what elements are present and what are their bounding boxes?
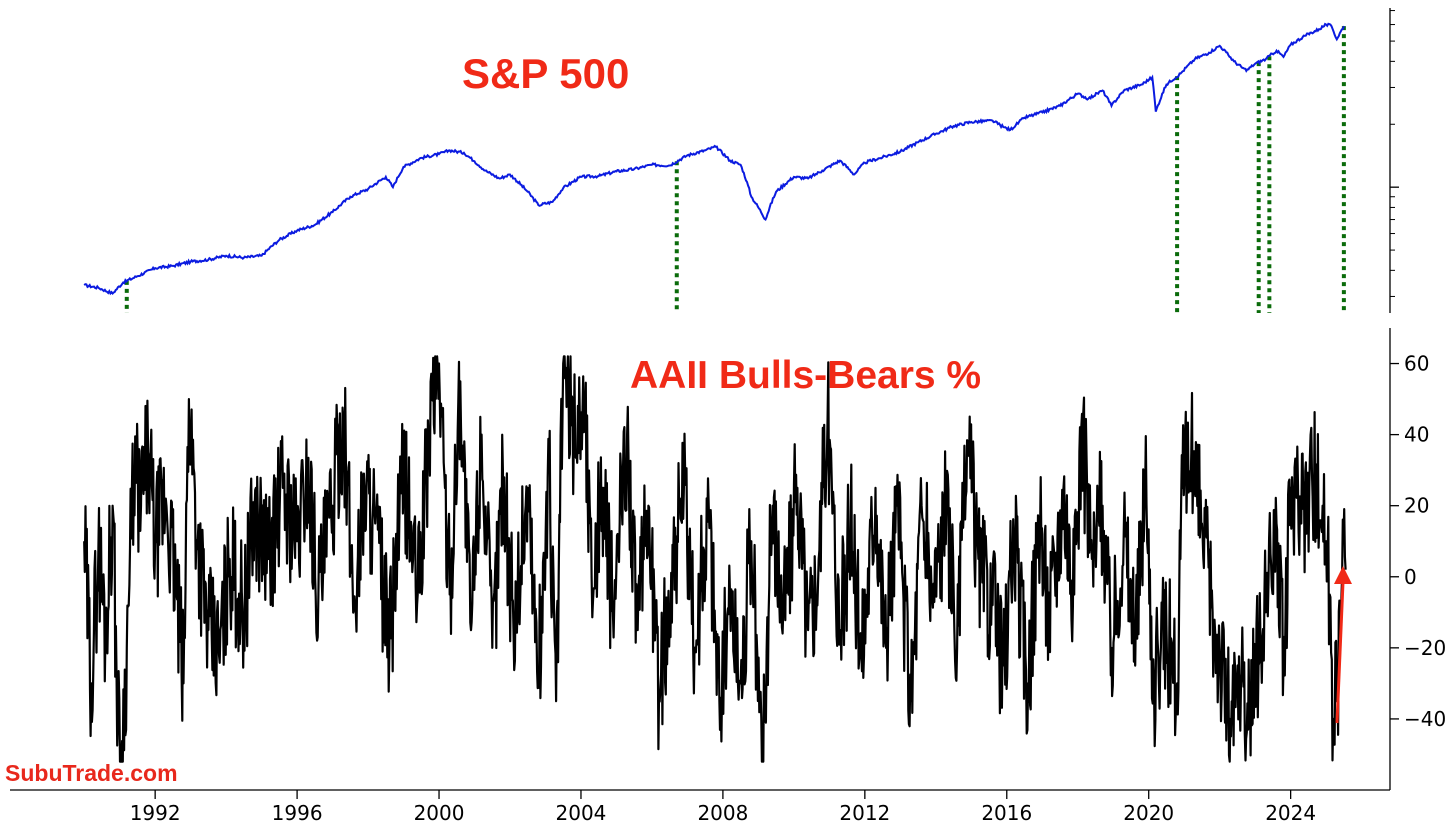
aaii-y-tick-label: 40 <box>1404 423 1429 447</box>
aaii-y-tick-label: 20 <box>1404 494 1429 518</box>
x-tick-label: 2004 <box>556 801 607 825</box>
aaii-y-tick-label: 60 <box>1404 352 1429 376</box>
sp500-y-ticks <box>1390 10 1399 297</box>
aaii-y-tick-label: 0 <box>1404 565 1417 589</box>
aaii-y-tick-label: −40 <box>1404 707 1446 731</box>
rising-arrow-head <box>1334 566 1352 584</box>
aaii-y-ticks: −40 −20 0 20 40 60 <box>1390 352 1446 731</box>
aaii-x-ticks: 1992 1996 2000 2004 2008 2012 2016 2020 2024 <box>130 790 1316 825</box>
sp500-panel: S&P 500 <box>83 8 1399 313</box>
sp500-signal-lines <box>124 26 1346 313</box>
aaii-y-tick-label: −20 <box>1404 636 1446 660</box>
aaii-title: AAII Bulls-Bears % <box>630 354 981 397</box>
x-tick-label: 2000 <box>414 801 465 825</box>
x-tick-label: 2012 <box>839 801 890 825</box>
x-tick-label: 2024 <box>1265 801 1316 825</box>
x-tick-label: 1996 <box>272 801 323 825</box>
sp500-title: S&P 500 <box>462 50 629 97</box>
sp500-series-line <box>83 22 1345 296</box>
watermark: SubuTrade.com <box>5 760 178 786</box>
x-tick-label: 2016 <box>981 801 1032 825</box>
x-tick-label: 2008 <box>697 801 748 825</box>
aaii-panel: −40 −20 0 20 40 60 1992 1996 2000 2004 2008 2012 20… <box>10 328 1446 825</box>
x-tick-label: 2020 <box>1123 801 1174 825</box>
x-tick-label: 1992 <box>130 801 181 825</box>
aaii-series-line <box>83 355 1347 763</box>
rising-arrow-shaft <box>1335 581 1345 724</box>
